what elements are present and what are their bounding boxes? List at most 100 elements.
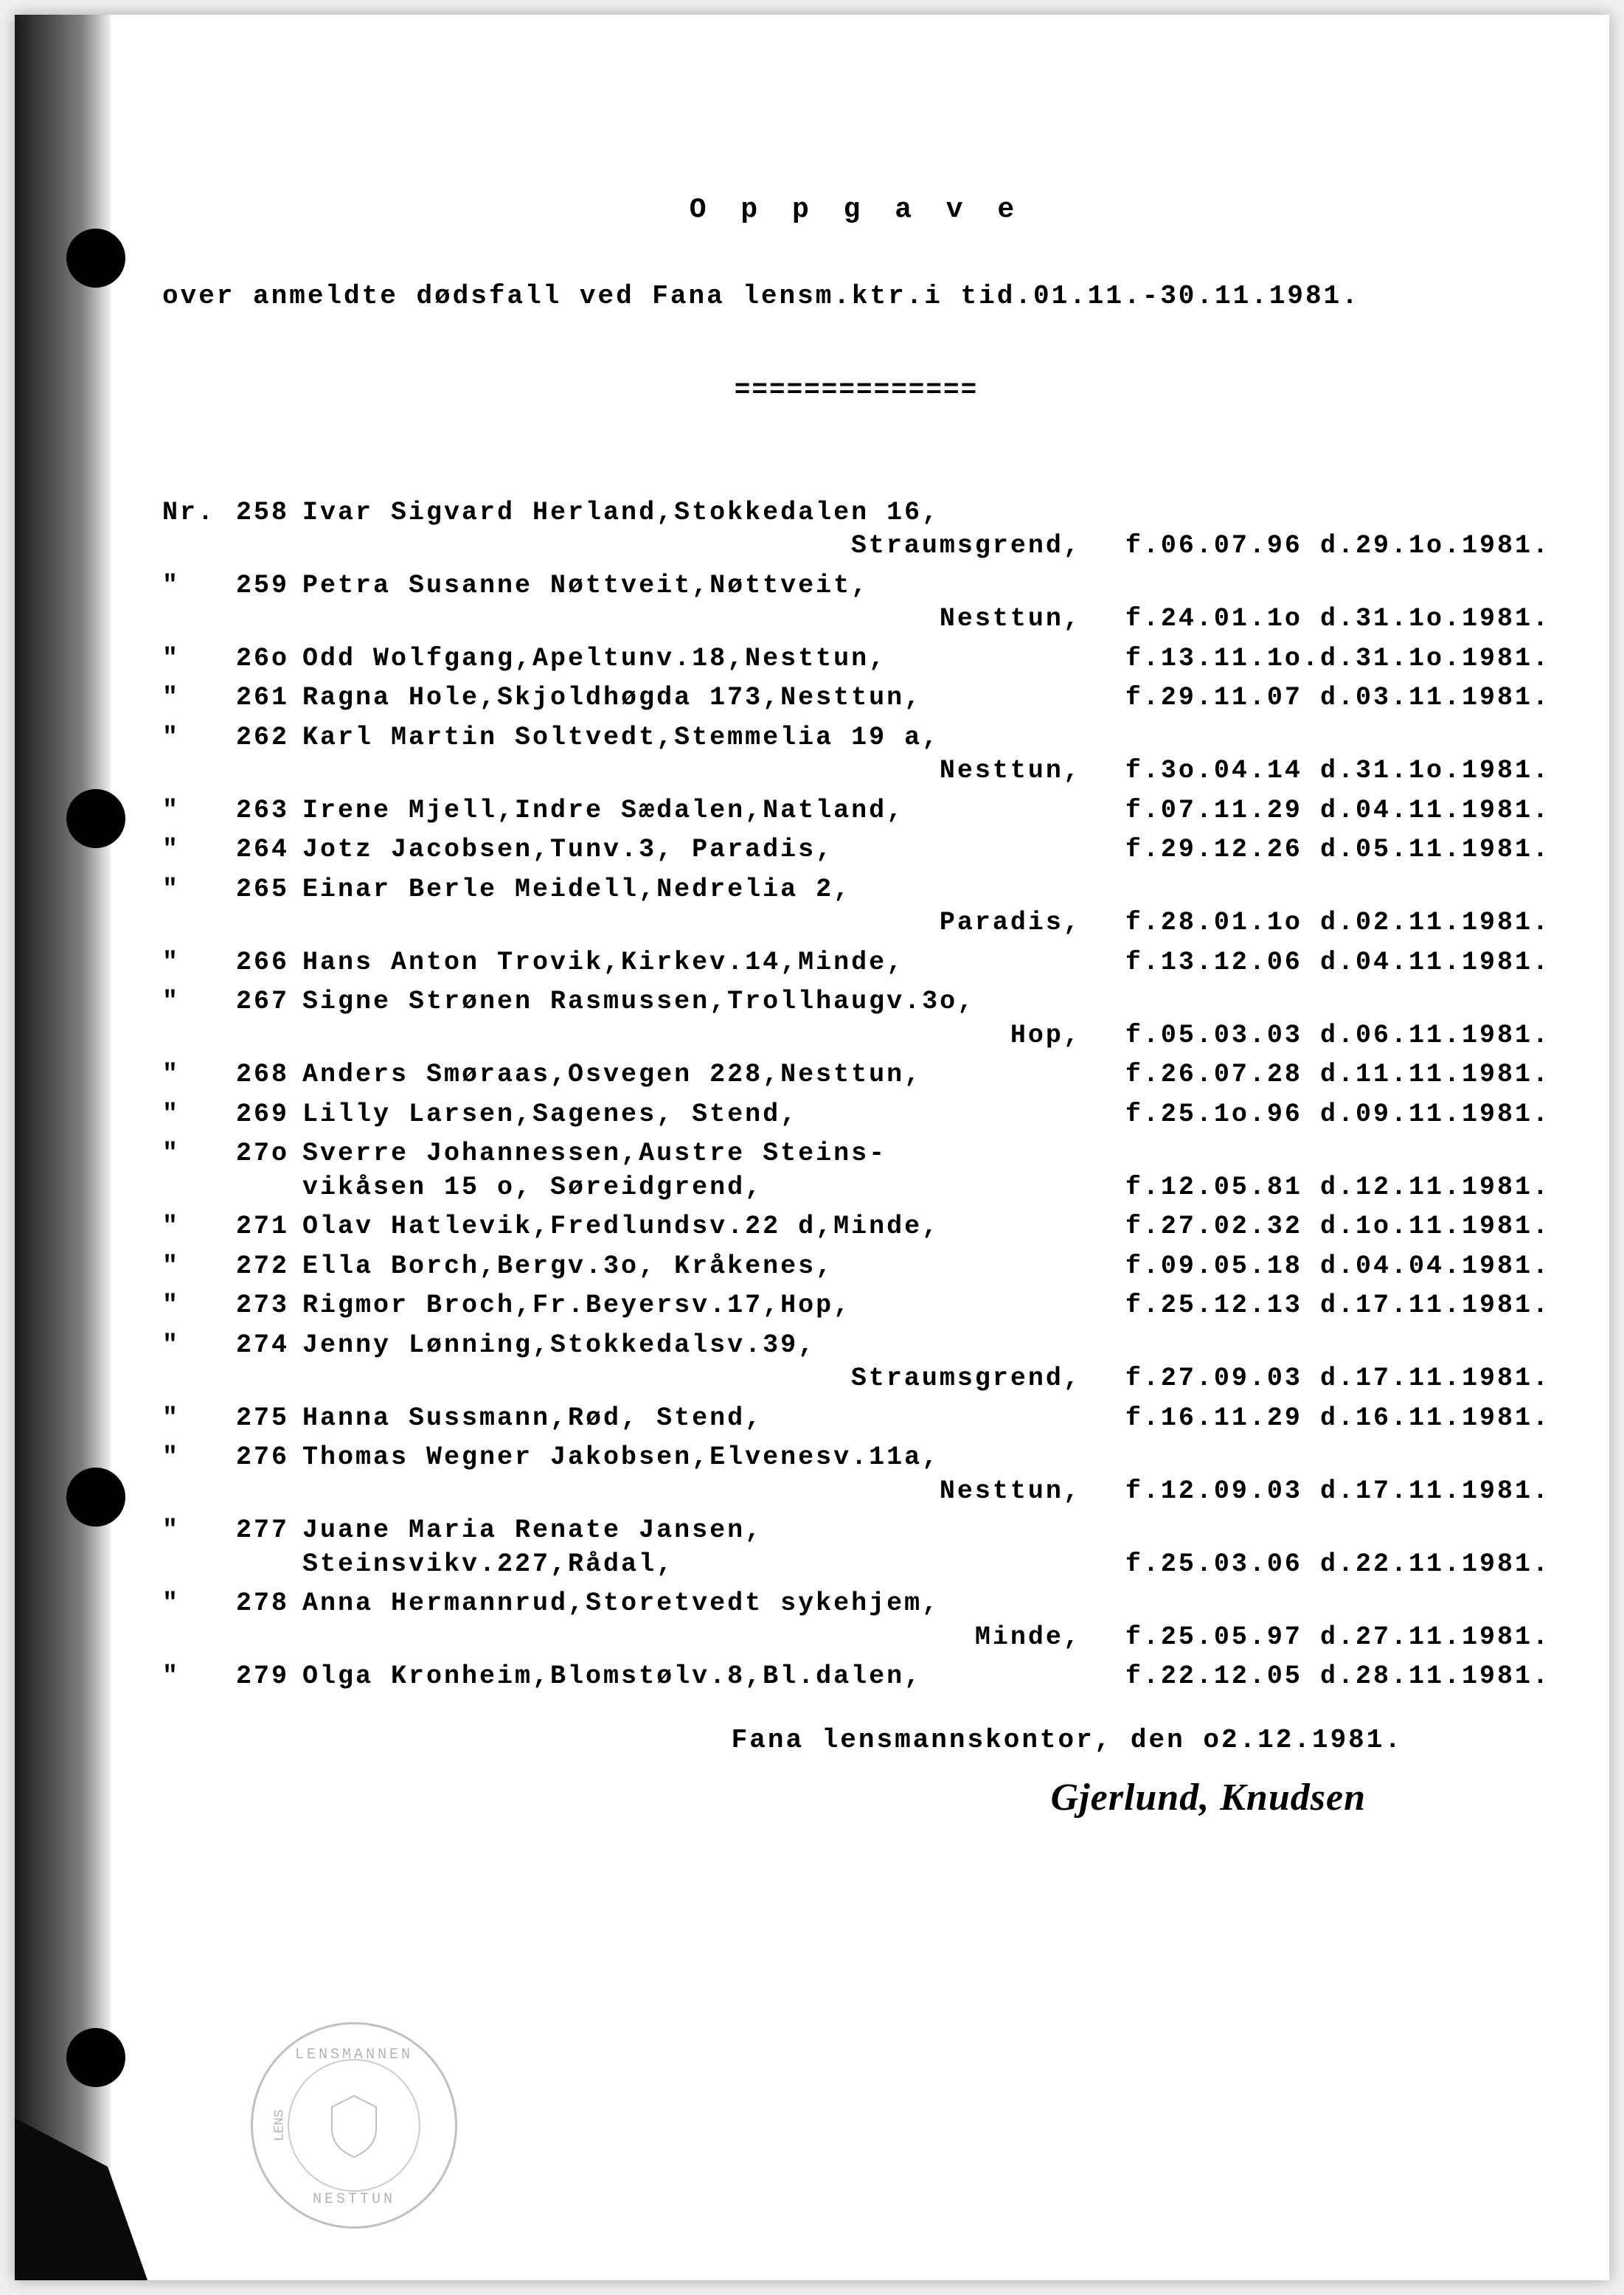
entry-prefix: " (162, 1402, 236, 1436)
entries-list: Nr.258Ivar Sigvard Herland,Stokkedalen 1… (162, 496, 1550, 1694)
footer-text: Fana lensmannskontor, den o2.12.1981. (162, 1723, 1550, 1758)
entry-prefix: Nr. (162, 496, 236, 563)
entry-row: "272Ella Borch,Bergv.3o, Kråkenes,f.09.0… (162, 1250, 1550, 1284)
entry-prefix: " (162, 1660, 236, 1694)
entry-prefix: " (162, 1587, 236, 1654)
entry-number: 278 (236, 1587, 302, 1654)
entry-row: "264Jotz Jacobsen,Tunv.3, Paradis,f.29.1… (162, 833, 1550, 867)
entry-prefix: " (162, 1514, 236, 1581)
entry-dates: f.26.07.28 d.11.11.1981. (1125, 1058, 1550, 1092)
entry-name-line1: Anna Hermannrud,Storetvedt sykehjem, (302, 1587, 1550, 1621)
entry-name-line1: Einar Berle Meidell,Nedrelia 2, (302, 873, 1550, 907)
entry-name-line2: Paradis, (302, 906, 1111, 940)
entry-name-line2: Hop, (302, 1019, 1111, 1053)
entry-name-line2: Nesttun, (302, 1475, 1111, 1509)
entry-body: Rigmor Broch,Fr.Beyersv.17,Hop,f.25.12.1… (302, 1289, 1550, 1323)
entry-dates: f.25.03.06 d.22.11.1981. (1125, 1548, 1550, 1582)
entry-body: Irene Mjell,Indre Sædalen,Natland,f.07.1… (302, 794, 1550, 828)
entry-row: "273Rigmor Broch,Fr.Beyersv.17,Hop,f.25.… (162, 1289, 1550, 1323)
entry-dates: f.29.11.07 d.03.11.1981. (1125, 681, 1550, 715)
entry-name-line1: Thomas Wegner Jakobsen,Elvenesv.11a, (302, 1441, 1550, 1475)
entry-prefix: " (162, 721, 236, 788)
entry-prefix: " (162, 1441, 236, 1508)
entry-dates: f.22.12.05 d.28.11.1981. (1125, 1660, 1550, 1694)
entry-dates: f.24.01.1o d.31.1o.1981. (1125, 603, 1550, 636)
entry-number: 264 (236, 833, 302, 867)
entry-body: Olga Kronheim,Blomstølv.8,Bl.dalen, f.22.… (302, 1660, 1550, 1694)
stamp-text: LENSMANNEN (295, 2046, 413, 2063)
entry-name: Jotz Jacobsen,Tunv.3, Paradis, (302, 833, 1111, 867)
entry-prefix: " (162, 833, 236, 867)
entry-name: Lilly Larsen,Sagenes, Stend, (302, 1098, 1111, 1132)
entry-body: Thomas Wegner Jakobsen,Elvenesv.11a,Nest… (302, 1441, 1550, 1508)
stamp-text: NESTTUN (313, 2191, 395, 2208)
entry-body: Lilly Larsen,Sagenes, Stend, f.25.1o.96 d… (302, 1098, 1550, 1132)
document-title: O p p g a v e (162, 192, 1550, 228)
entry-row: "265Einar Berle Meidell,Nedrelia 2,Parad… (162, 873, 1550, 940)
entry-row: "26oOdd Wolfgang,Apeltunv.18,Nesttun,f.1… (162, 642, 1550, 676)
entry-row: "279Olga Kronheim,Blomstølv.8,Bl.dalen, f… (162, 1660, 1550, 1694)
entry-row: "271Olav Hatlevik,Fredlundsv.22 d,Minde,… (162, 1210, 1550, 1244)
entry-name: Hans Anton Trovik,Kirkev.14,Minde, (302, 946, 1111, 980)
entry-name: Anders Smøraas,Osvegen 228,Nesttun, (302, 1058, 1111, 1092)
entry-dates: f.25.1o.96 d.09.11.1981. (1125, 1098, 1550, 1132)
entry-name-line1: Ivar Sigvard Herland,Stokkedalen 16, (302, 496, 1550, 530)
entry-row: "259Petra Susanne Nøttveit,Nøttveit,Nest… (162, 569, 1550, 636)
entry-number: 276 (236, 1441, 302, 1508)
entry-row: "275Hanna Sussmann,Rød, Stend,f.16.11.29… (162, 1402, 1550, 1436)
entry-name-line2: vikåsen 15 o, Søreidgrend, (302, 1171, 1111, 1205)
entry-body: Ivar Sigvard Herland,Stokkedalen 16,Stra… (302, 496, 1550, 563)
entry-body: Anna Hermannrud,Storetvedt sykehjem,Mind… (302, 1587, 1550, 1654)
entry-prefix: " (162, 985, 236, 1052)
entry-number: 259 (236, 569, 302, 636)
entry-dates: f.12.05.81 d.12.11.1981. (1125, 1171, 1550, 1205)
signature: Gjerlund, Knudsen (162, 1773, 1550, 1823)
entry-name-line1: Signe Strønen Rasmussen,Trollhaugv.3o, (302, 985, 1550, 1019)
entry-name-line2: Nesttun, (302, 754, 1111, 788)
entry-body: Ella Borch,Bergv.3o, Kråkenes,f.09.05.18… (302, 1250, 1550, 1284)
official-stamp: LENSMANNEN NESTTUN LENS (251, 2022, 457, 2229)
entry-body: Jotz Jacobsen,Tunv.3, Paradis,f.29.12.26… (302, 833, 1550, 867)
entry-number: 266 (236, 946, 302, 980)
entry-name: Rigmor Broch,Fr.Beyersv.17,Hop, (302, 1289, 1111, 1323)
entry-number: 262 (236, 721, 302, 788)
entry-number: 279 (236, 1660, 302, 1694)
entry-body: Odd Wolfgang,Apeltunv.18,Nesttun,f.13.11… (302, 642, 1550, 676)
entry-prefix: " (162, 642, 236, 676)
document-page: O p p g a v e over anmeldte dødsfall ved… (15, 15, 1609, 2280)
entry-name-line1: Jenny Lønning,Stokkedalsv.39, (302, 1329, 1550, 1363)
entry-name: Olga Kronheim,Blomstølv.8,Bl.dalen, (302, 1660, 1111, 1694)
entry-body: Hanna Sussmann,Rød, Stend,f.16.11.29 d.1… (302, 1402, 1550, 1436)
entry-prefix: " (162, 1137, 236, 1204)
entry-dates: f.05.03.03 d.06.11.1981. (1125, 1019, 1550, 1053)
document-content: O p p g a v e over anmeldte dødsfall ved… (162, 192, 1550, 1822)
entry-number: 267 (236, 985, 302, 1052)
entry-dates: f.27.09.03 d.17.11.1981. (1125, 1362, 1550, 1396)
entry-body: Karl Martin Soltvedt,Stemmelia 19 a,Nest… (302, 721, 1550, 788)
entry-prefix: " (162, 1289, 236, 1323)
entry-name: Hanna Sussmann,Rød, Stend, (302, 1402, 1111, 1436)
entry-number: 258 (236, 496, 302, 563)
entry-prefix: " (162, 569, 236, 636)
entry-body: Anders Smøraas,Osvegen 228,Nesttun, f.26.… (302, 1058, 1550, 1092)
entry-name-line1: Sverre Johannessen,Austre Steins- (302, 1137, 1550, 1171)
entry-row: "277Juane Maria Renate Jansen,Steinsvikv… (162, 1514, 1550, 1581)
entry-number: 269 (236, 1098, 302, 1132)
entry-row: Nr.258Ivar Sigvard Herland,Stokkedalen 1… (162, 496, 1550, 563)
entry-row: "276Thomas Wegner Jakobsen,Elvenesv.11a,… (162, 1441, 1550, 1508)
entry-row: "266Hans Anton Trovik,Kirkev.14,Minde, f.… (162, 946, 1550, 980)
entry-dates: f.28.01.1o d.02.11.1981. (1125, 906, 1550, 940)
entry-dates: f.13.12.06 d.04.11.1981. (1125, 946, 1550, 980)
punch-hole (66, 789, 125, 848)
entry-prefix: " (162, 946, 236, 980)
entry-name: Odd Wolfgang,Apeltunv.18,Nesttun, (302, 642, 1111, 676)
entry-body: Petra Susanne Nøttveit,Nøttveit,Nesttun,… (302, 569, 1550, 636)
entry-row: "268Anders Smøraas,Osvegen 228,Nesttun,f… (162, 1058, 1550, 1092)
entry-row: "261Ragna Hole,Skjoldhøgda 173,Nesttun,f… (162, 681, 1550, 715)
entry-body: Olav Hatlevik,Fredlundsv.22 d,Minde,f.27… (302, 1210, 1550, 1244)
scan-edge-left (15, 15, 111, 2280)
punch-hole (66, 229, 125, 288)
entry-name-line1: Petra Susanne Nøttveit,Nøttveit, (302, 569, 1550, 603)
entry-body: Einar Berle Meidell,Nedrelia 2,Paradis, f… (302, 873, 1550, 940)
stamp-text: LENS (273, 2109, 288, 2141)
